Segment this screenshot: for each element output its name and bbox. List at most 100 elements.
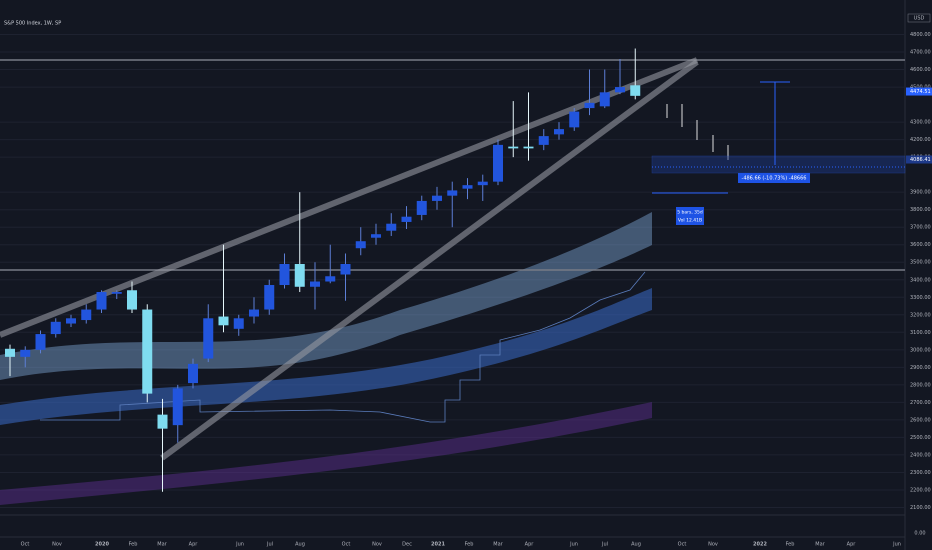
candle-body [599,92,610,107]
x-tick-label: Mar [815,542,825,548]
price-tag [906,155,932,164]
measure-box [651,155,906,174]
candle-body [35,334,46,350]
trend-line [160,59,699,461]
candle-body [493,144,503,182]
x-tick-label: Feb [465,542,474,548]
range-label: 5 bars, 35d [677,210,703,216]
y-tick-label: 2500.00 [910,435,931,441]
x-tick-label: Apr [525,542,535,548]
candle-body [615,87,625,93]
measure-label: -486.66 (-10.73%) -48666 [742,176,807,182]
x-tick-label: Jul [601,542,608,548]
price-tag-label: 4474.51 [910,89,931,95]
x-tick-label: Oct [678,542,687,548]
candle-body [416,200,427,215]
chart-title: S&P 500 Index, 1W, SP [4,21,61,27]
y-tick-label: 2700.00 [910,400,931,406]
x-tick-label: Jun [569,542,578,548]
x-tick-label: Oct [342,542,351,548]
x-tick-label: Mar [493,542,503,548]
x-tick-label: Nov [708,542,718,548]
x-tick-label: Aug [631,542,641,548]
candle-body [66,318,76,324]
candle-body [325,276,336,282]
candle-body [142,309,153,394]
y-tick-label: 3400.00 [910,277,931,283]
x-tick-label: 2021 [431,542,445,548]
y-tick-label: 4200.00 [910,137,931,143]
candle-body [249,309,259,317]
candle-body [401,216,412,222]
y-tick-label: 4800.00 [910,32,931,38]
candle-body [584,102,595,109]
y-tick-label: 3000.00 [910,347,931,353]
candle-body [371,234,381,238]
candle-body [188,363,198,384]
step-line [40,271,646,423]
middle-ribbon [0,288,652,425]
candle-body [203,318,214,359]
candle-body [355,241,366,249]
candle-body [233,318,244,329]
measure-label-box [738,173,810,183]
x-tick-label: Jun [235,542,244,548]
y-tick-label: 2800.00 [910,382,931,388]
price-tag-label: 4086.41 [910,157,931,163]
candle-body [5,348,15,357]
range-label: Vol 12.41B [678,218,702,224]
x-tick-label: Jul [266,542,273,548]
projection [666,104,729,160]
y-tick-label: 2600.00 [910,417,931,423]
candle-body [630,85,641,96]
candle-body [172,388,183,426]
x-tick-label: Aug [295,542,305,548]
y-tick-label: 3500.00 [910,260,931,266]
candle-body [218,316,229,326]
candle-body [432,195,442,201]
x-tick-label: 2022 [753,542,767,548]
candle-body [386,223,397,231]
currency-box [907,13,931,23]
y-tick-label: 2100.00 [910,505,931,511]
x-tick-label: Dec [402,542,412,548]
candle-body [294,263,305,287]
y-tick-label: 3200.00 [910,312,931,318]
y-tick-label: 2300.00 [910,470,931,476]
candle-body [279,263,290,286]
trend-line [0,57,699,338]
x-tick-label: Feb [786,542,795,548]
candle-body [111,292,122,294]
candle-body [50,321,61,335]
candle-body [523,146,534,149]
y-tick-label: 3600.00 [910,242,931,248]
x-tick-label: Nov [372,542,382,548]
upper-ribbon [0,212,652,380]
x-tick-label: Apr [189,542,199,548]
candle-body [96,292,107,310]
x-tick-label: 2020 [95,542,109,548]
y-tick-label: 4700.00 [910,50,931,56]
candle-body [538,136,549,145]
price-tag [906,87,932,96]
candle-body [127,290,137,310]
y-tick-label: 2400.00 [910,452,931,458]
y-tick-label: 3100.00 [910,330,931,336]
candle-body [310,281,320,287]
candle-body [81,309,92,321]
x-tick-label: Nov [52,542,62,548]
y-tick-label: 3300.00 [910,295,931,301]
x-tick-label: Mar [157,542,167,548]
range-label-box [676,207,704,225]
candle-body [340,263,351,275]
currency: USD [914,16,925,22]
y-tick-label: 3800.00 [910,207,931,213]
y-tick-label: 2900.00 [910,365,931,371]
x-tick-label: Apr [847,542,857,548]
x-tick-label: Feb [129,542,138,548]
x-tick-label: Jun [892,542,901,548]
candle-body [477,181,488,186]
x-tick-label: Oct [21,542,30,548]
